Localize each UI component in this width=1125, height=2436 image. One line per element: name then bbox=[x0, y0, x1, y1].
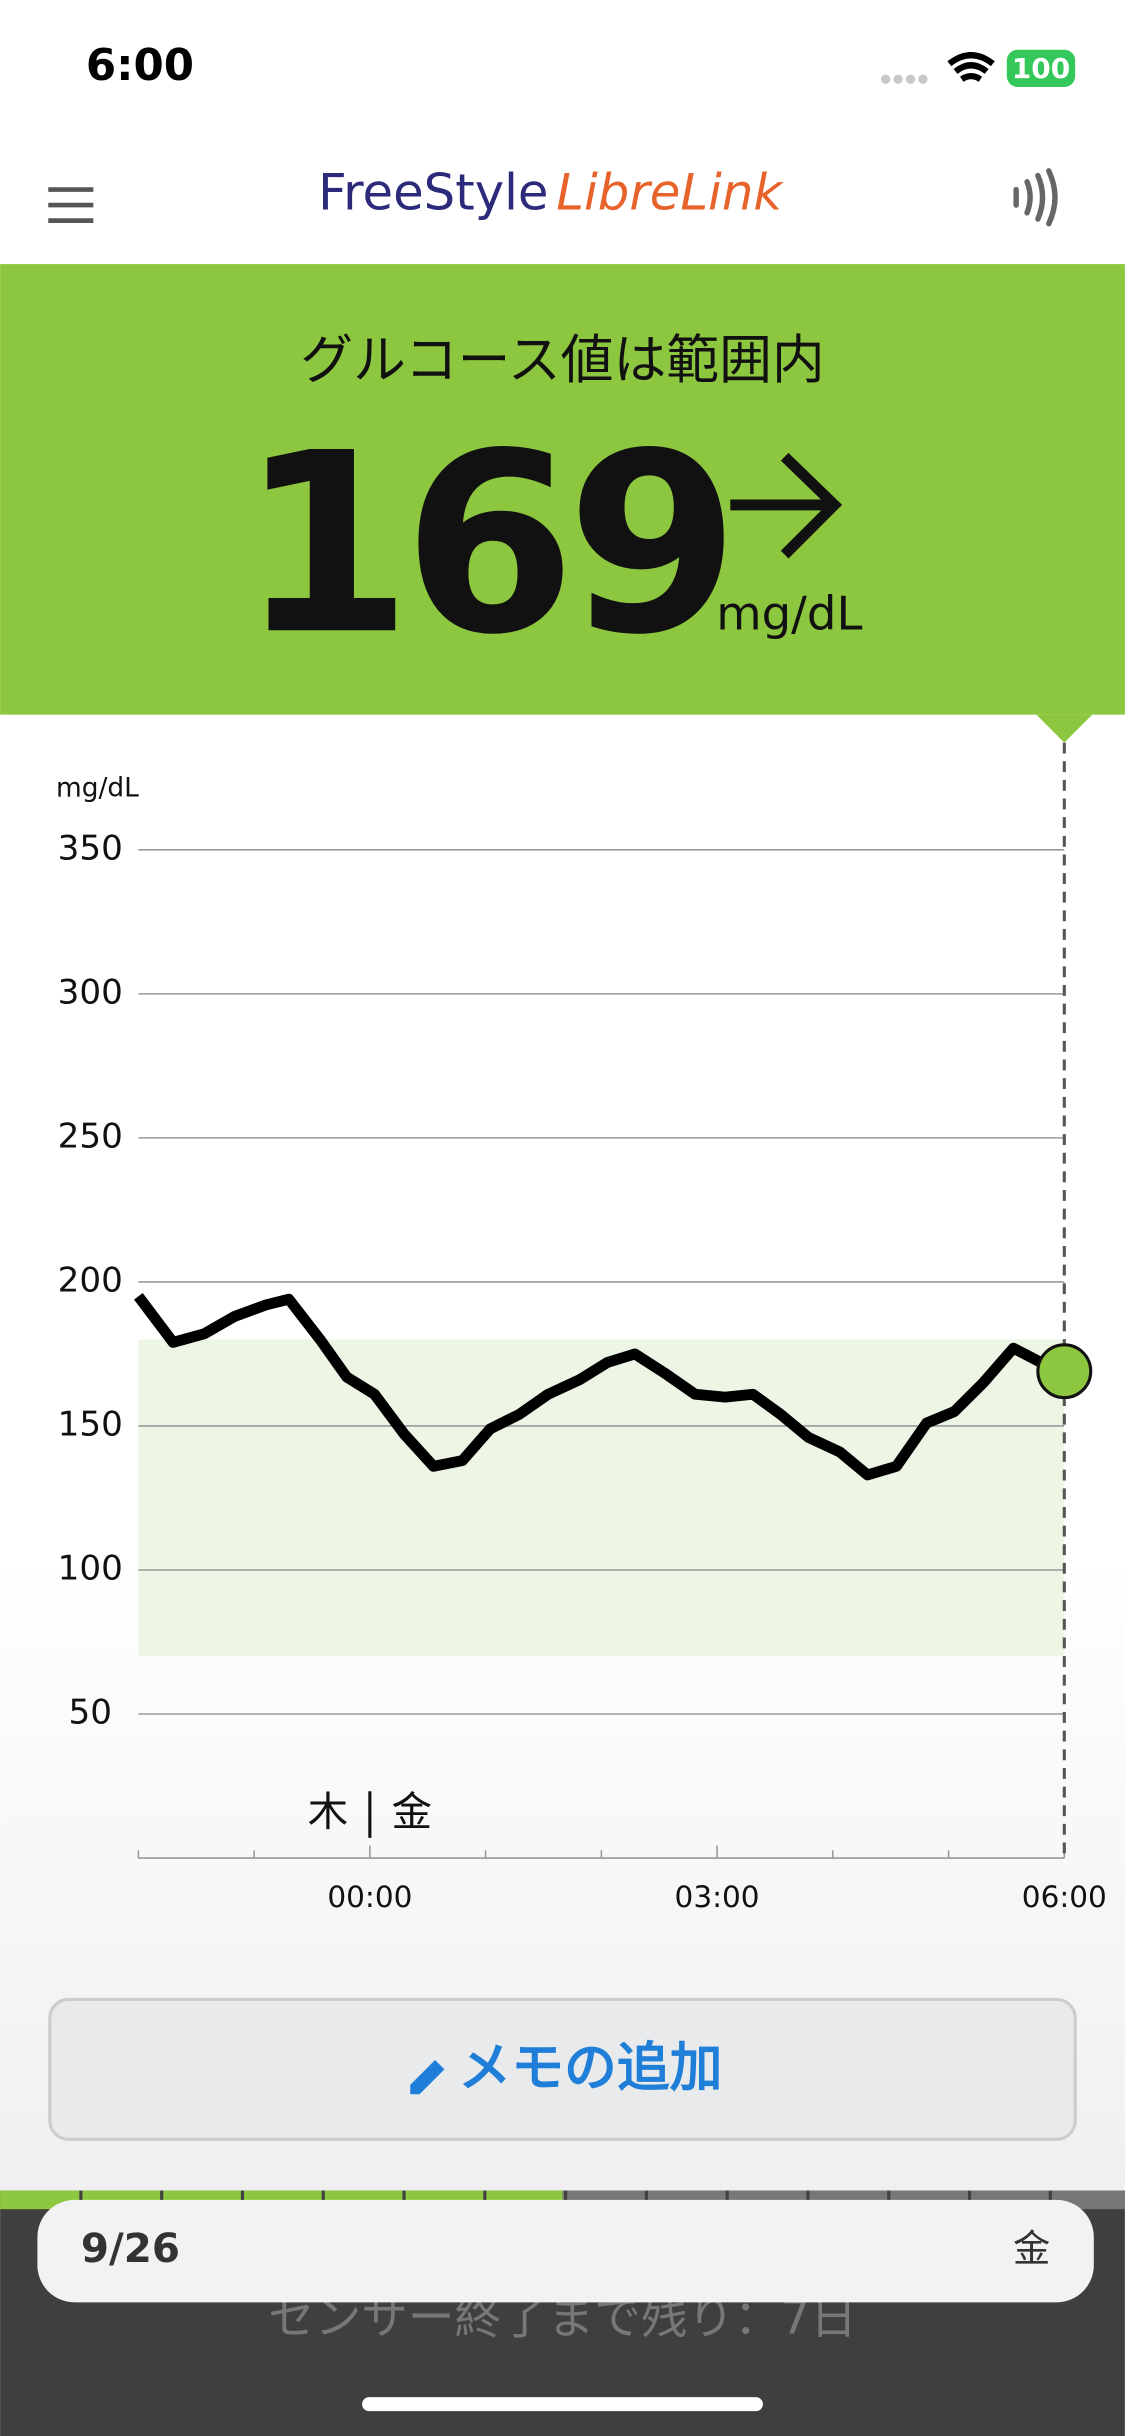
menu-button[interactable] bbox=[48, 187, 94, 223]
battery-level: 100 bbox=[1012, 52, 1070, 85]
current-point bbox=[1036, 1343, 1093, 1400]
y-tick-label: 250 bbox=[58, 1116, 123, 1156]
wifi-icon bbox=[947, 52, 995, 82]
brand: FreeStyle bbox=[318, 163, 548, 221]
trend-arrow bbox=[730, 452, 843, 559]
y-tick-label: 350 bbox=[58, 828, 123, 868]
pencil-icon bbox=[410, 2060, 445, 2095]
day-label: 金 bbox=[392, 1789, 432, 1836]
signal bbox=[880, 74, 928, 84]
y-tick-label: 50 bbox=[68, 1693, 111, 1733]
chart: mg/dL 50 100 150 200 250 300 350 00:00 03:00 06:00… bbox=[56, 742, 1107, 1914]
target-range bbox=[138, 1339, 1065, 1657]
battery bbox=[1006, 49, 1076, 87]
glucose-value: 169 bbox=[239, 399, 730, 689]
glucose-line bbox=[134, 1293, 1067, 1481]
y-tick-label: 150 bbox=[58, 1404, 123, 1444]
status-banner bbox=[0, 264, 1125, 715]
scan-button[interactable] bbox=[1013, 168, 1058, 227]
glucose-unit: mg/dL bbox=[716, 586, 862, 640]
pointer bbox=[1036, 714, 1093, 743]
y-tick-label: 200 bbox=[58, 1260, 123, 1300]
memo-button[interactable] bbox=[48, 1997, 1077, 2141]
weekday: 金 bbox=[1013, 2227, 1050, 2271]
y-tick-label: 100 bbox=[58, 1548, 123, 1588]
glucose-status: グルコース値は範囲内 bbox=[300, 330, 824, 391]
home-indicator bbox=[362, 2397, 763, 2412]
x-tick-label: 03:00 bbox=[675, 1880, 760, 1914]
brand: LibreLink bbox=[556, 163, 784, 221]
y-axis-label: mg/dL bbox=[56, 773, 139, 804]
status-time: 6:00 bbox=[86, 41, 194, 91]
memo-label: メモの追加 bbox=[458, 2038, 722, 2099]
day-label: 木 bbox=[308, 1789, 348, 1836]
y-tick-label: 300 bbox=[58, 972, 123, 1012]
date-bar[interactable] bbox=[37, 2199, 1094, 2303]
date: 9/26 bbox=[81, 2225, 180, 2272]
x-tick-label: 06:00 bbox=[1022, 1880, 1107, 1914]
x-tick-label: 00:00 bbox=[327, 1880, 412, 1914]
